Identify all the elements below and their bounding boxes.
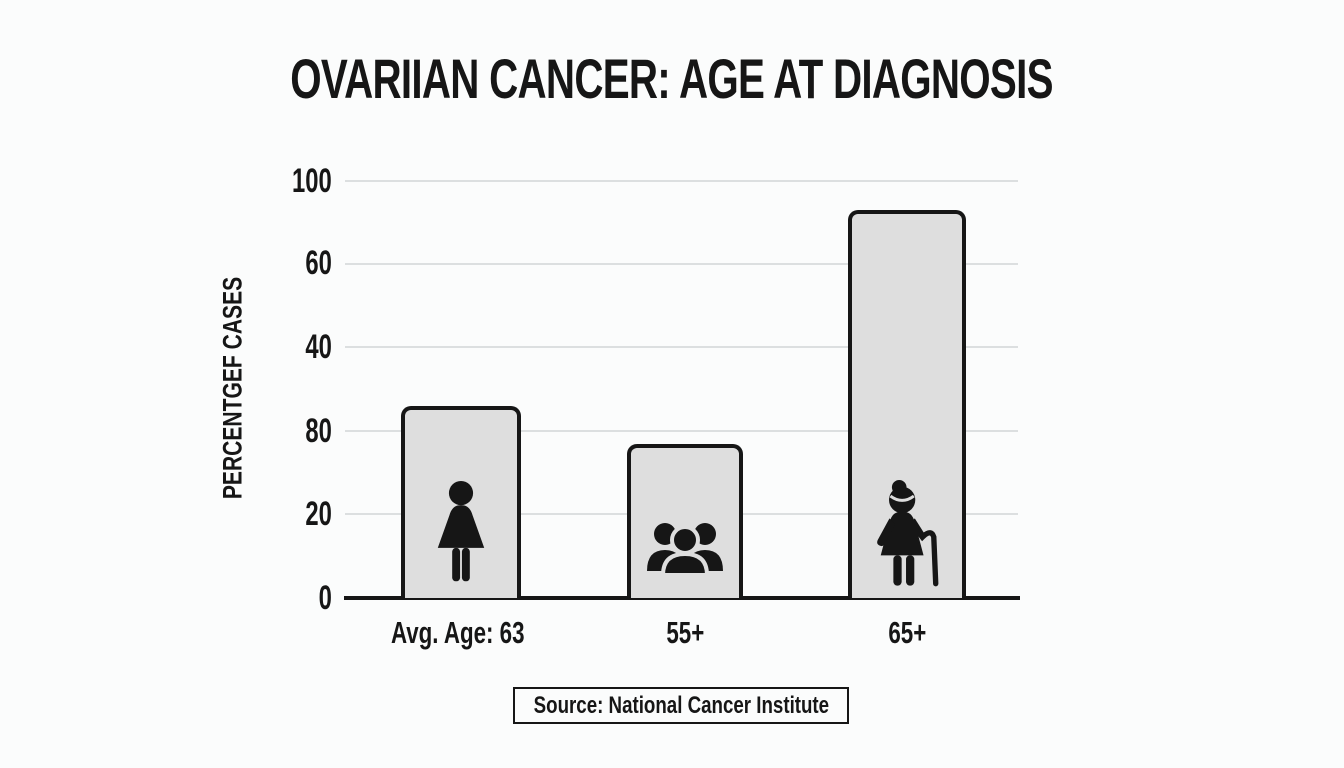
page-title: OVARIIAN CANCER: AGE AT DIAGNOSIS [0,46,1344,111]
x-axis-line [344,596,1020,600]
source-box: Source: National Cancer Institute [513,687,849,724]
gridline [345,180,1018,182]
y-axis-tick: 0 [318,579,332,617]
gridline [345,263,1018,265]
x-axis-label: 65+ [888,615,926,650]
y-axis-tick: 40 [305,328,332,366]
y-axis-tick: 20 [305,495,332,533]
bar-55plus [627,444,743,598]
gridline [345,346,1018,348]
page-title-text: OVARIIAN CANCER: AGE AT DIAGNOSIS [290,47,1054,110]
x-axis-label: 55+ [666,615,704,650]
elderly-woman-icon [877,479,939,587]
y-axis-tick: 80 [305,412,332,450]
y-axis-label: PERCENTGEF CASES [217,276,248,500]
y-axis-tick: 100 [292,162,332,200]
bar-avg-age-63 [401,406,521,598]
gridline [345,430,1018,432]
woman-icon [437,481,485,582]
bar-65plus [848,210,966,598]
y-axis-tick: 60 [305,244,332,282]
source-text: Source: National Cancer Institute [533,691,829,719]
x-axis-label: Avg. Age: 63 [391,615,525,650]
people-group-icon [647,523,723,575]
